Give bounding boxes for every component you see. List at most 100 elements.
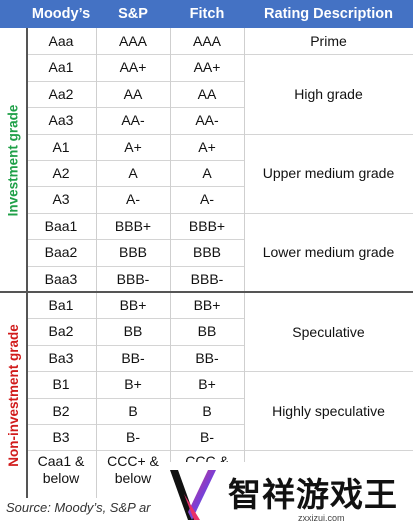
row-divider — [26, 80, 244, 82]
sp-rating: BB — [123, 323, 143, 340]
sp-rating: BBB+ — [114, 217, 152, 234]
row-divider — [26, 292, 413, 293]
sp-rating: AA+ — [119, 59, 147, 76]
moodys-rating: B2 — [52, 402, 70, 419]
moodys-rating: A1 — [52, 138, 70, 155]
moodys-rating: Ba2 — [48, 323, 74, 340]
table-row: B2 B B — [26, 398, 244, 424]
side-separator — [26, 28, 28, 498]
header-fitch: Fitch — [189, 6, 225, 22]
sp-rating: BB- — [121, 349, 145, 366]
fitch-rating: A+ — [198, 138, 216, 155]
header-sp: S&P — [118, 6, 148, 22]
table-row: Baa2 BBB BBB — [26, 239, 244, 265]
moodys-rating: Baa3 — [44, 270, 78, 287]
desc-highly-speculative: Highly speculative — [272, 402, 385, 419]
row-divider — [26, 371, 413, 373]
row-divider — [26, 107, 244, 109]
sp-rating: B — [128, 402, 138, 419]
moodys-rating: Caa1 & below — [37, 453, 85, 487]
table-row: Ba3 BB- BB- — [26, 345, 244, 371]
moodys-rating: B3 — [52, 429, 70, 445]
desc-prime: Prime — [310, 33, 347, 50]
fitch-rating: B- — [200, 429, 214, 445]
non-investment-grade-text: Non-investment grade — [5, 323, 21, 467]
watermark-url: zxxizui.com — [298, 513, 345, 523]
moodys-rating: Ba3 — [48, 349, 74, 366]
row-divider — [26, 265, 244, 267]
sp-rating: AAA — [118, 33, 147, 49]
watermark-logo-icon — [170, 470, 216, 520]
moodys-rating: A3 — [52, 191, 70, 208]
fitch-rating: BBB+ — [188, 217, 226, 234]
sp-rating: AA- — [121, 112, 145, 129]
desc-upper-medium-grade: Upper medium grade — [262, 165, 395, 182]
table-row: Baa3 BBB- BBB- — [26, 266, 244, 292]
table-row: Ba2 BB BB — [26, 318, 244, 344]
row-divider — [26, 424, 244, 425]
fitch-rating: A — [202, 165, 212, 181]
moodys-rating: Aa3 — [48, 112, 74, 129]
table-row: B1 B+ B+ — [26, 371, 244, 397]
ratings-grid: Prime High grade Upper medium grade Lowe… — [26, 28, 413, 498]
row-divider — [26, 344, 244, 346]
table-row: Baa1 BBB+ BBB+ — [26, 213, 244, 239]
table-header: Moody’s S&P Fitch Rating Description — [0, 0, 413, 28]
fitch-rating: BBB — [192, 244, 221, 261]
row-divider — [26, 450, 413, 452]
fitch-rating: AA — [197, 85, 217, 102]
moodys-rating: Baa2 — [44, 244, 78, 261]
non-investment-grade-label: Non-investment grade — [0, 292, 26, 498]
column-divider — [96, 28, 97, 498]
investment-grade-text: Investment grade — [5, 104, 21, 216]
watermark-text: 智祥游戏王 — [228, 476, 398, 513]
sp-rating: CCC+ & below — [107, 453, 159, 487]
table-row: B3 B- B- — [26, 424, 244, 450]
row-divider — [26, 212, 413, 214]
desc-high-grade: High grade — [294, 85, 363, 102]
moodys-rating: B1 — [52, 376, 70, 393]
fitch-rating: BB- — [195, 349, 219, 366]
sp-rating: A — [128, 165, 138, 181]
moodys-rating: A2 — [52, 165, 70, 181]
fitch-rating: BB+ — [193, 297, 221, 313]
row-divider — [26, 186, 244, 188]
column-divider — [170, 28, 171, 498]
moodys-rating: Aa1 — [48, 59, 74, 76]
table-row: Aaa AAA AAA — [26, 28, 244, 54]
table-row: A2 A A — [26, 160, 244, 186]
moodys-rating: Aaa — [48, 33, 74, 49]
table-row: Aa3 AA- AA- — [26, 107, 244, 133]
moodys-rating: Baa1 — [44, 217, 78, 234]
column-divider — [244, 28, 245, 498]
desc-lower-medium-grade: Lower medium grade — [262, 244, 395, 261]
table-row: Aa1 AA+ AA+ — [26, 54, 244, 80]
fitch-rating: AAA — [192, 33, 221, 49]
desc-speculative: Speculative — [292, 323, 365, 340]
fitch-rating: B+ — [198, 376, 216, 393]
table-row: Ba1 BB+ BB+ — [26, 292, 244, 318]
fitch-rating: BB — [197, 323, 217, 340]
fitch-rating: AA+ — [193, 59, 221, 76]
sp-rating: A- — [126, 191, 140, 208]
table-row: A1 A+ A+ — [26, 134, 244, 160]
row-divider — [26, 54, 413, 56]
row-divider — [26, 133, 413, 135]
sp-rating: BBB- — [116, 270, 150, 287]
table-row: Aa2 AA AA — [26, 81, 244, 107]
sp-rating: B+ — [124, 376, 142, 393]
source-note: Source: Moody’s, S&P ar — [6, 500, 151, 515]
row-divider — [26, 318, 244, 320]
row-divider — [26, 397, 244, 399]
row-divider — [26, 239, 244, 241]
moodys-rating: Ba1 — [48, 297, 74, 313]
fitch-rating: A- — [200, 191, 214, 208]
investment-grade-label: Investment grade — [0, 28, 26, 292]
sp-rating: BB+ — [119, 297, 147, 313]
header-rating-description: Rating Description — [264, 6, 393, 22]
fitch-rating: BBB- — [190, 270, 224, 287]
sp-rating: AA — [123, 85, 143, 102]
sp-rating: B- — [126, 429, 140, 445]
